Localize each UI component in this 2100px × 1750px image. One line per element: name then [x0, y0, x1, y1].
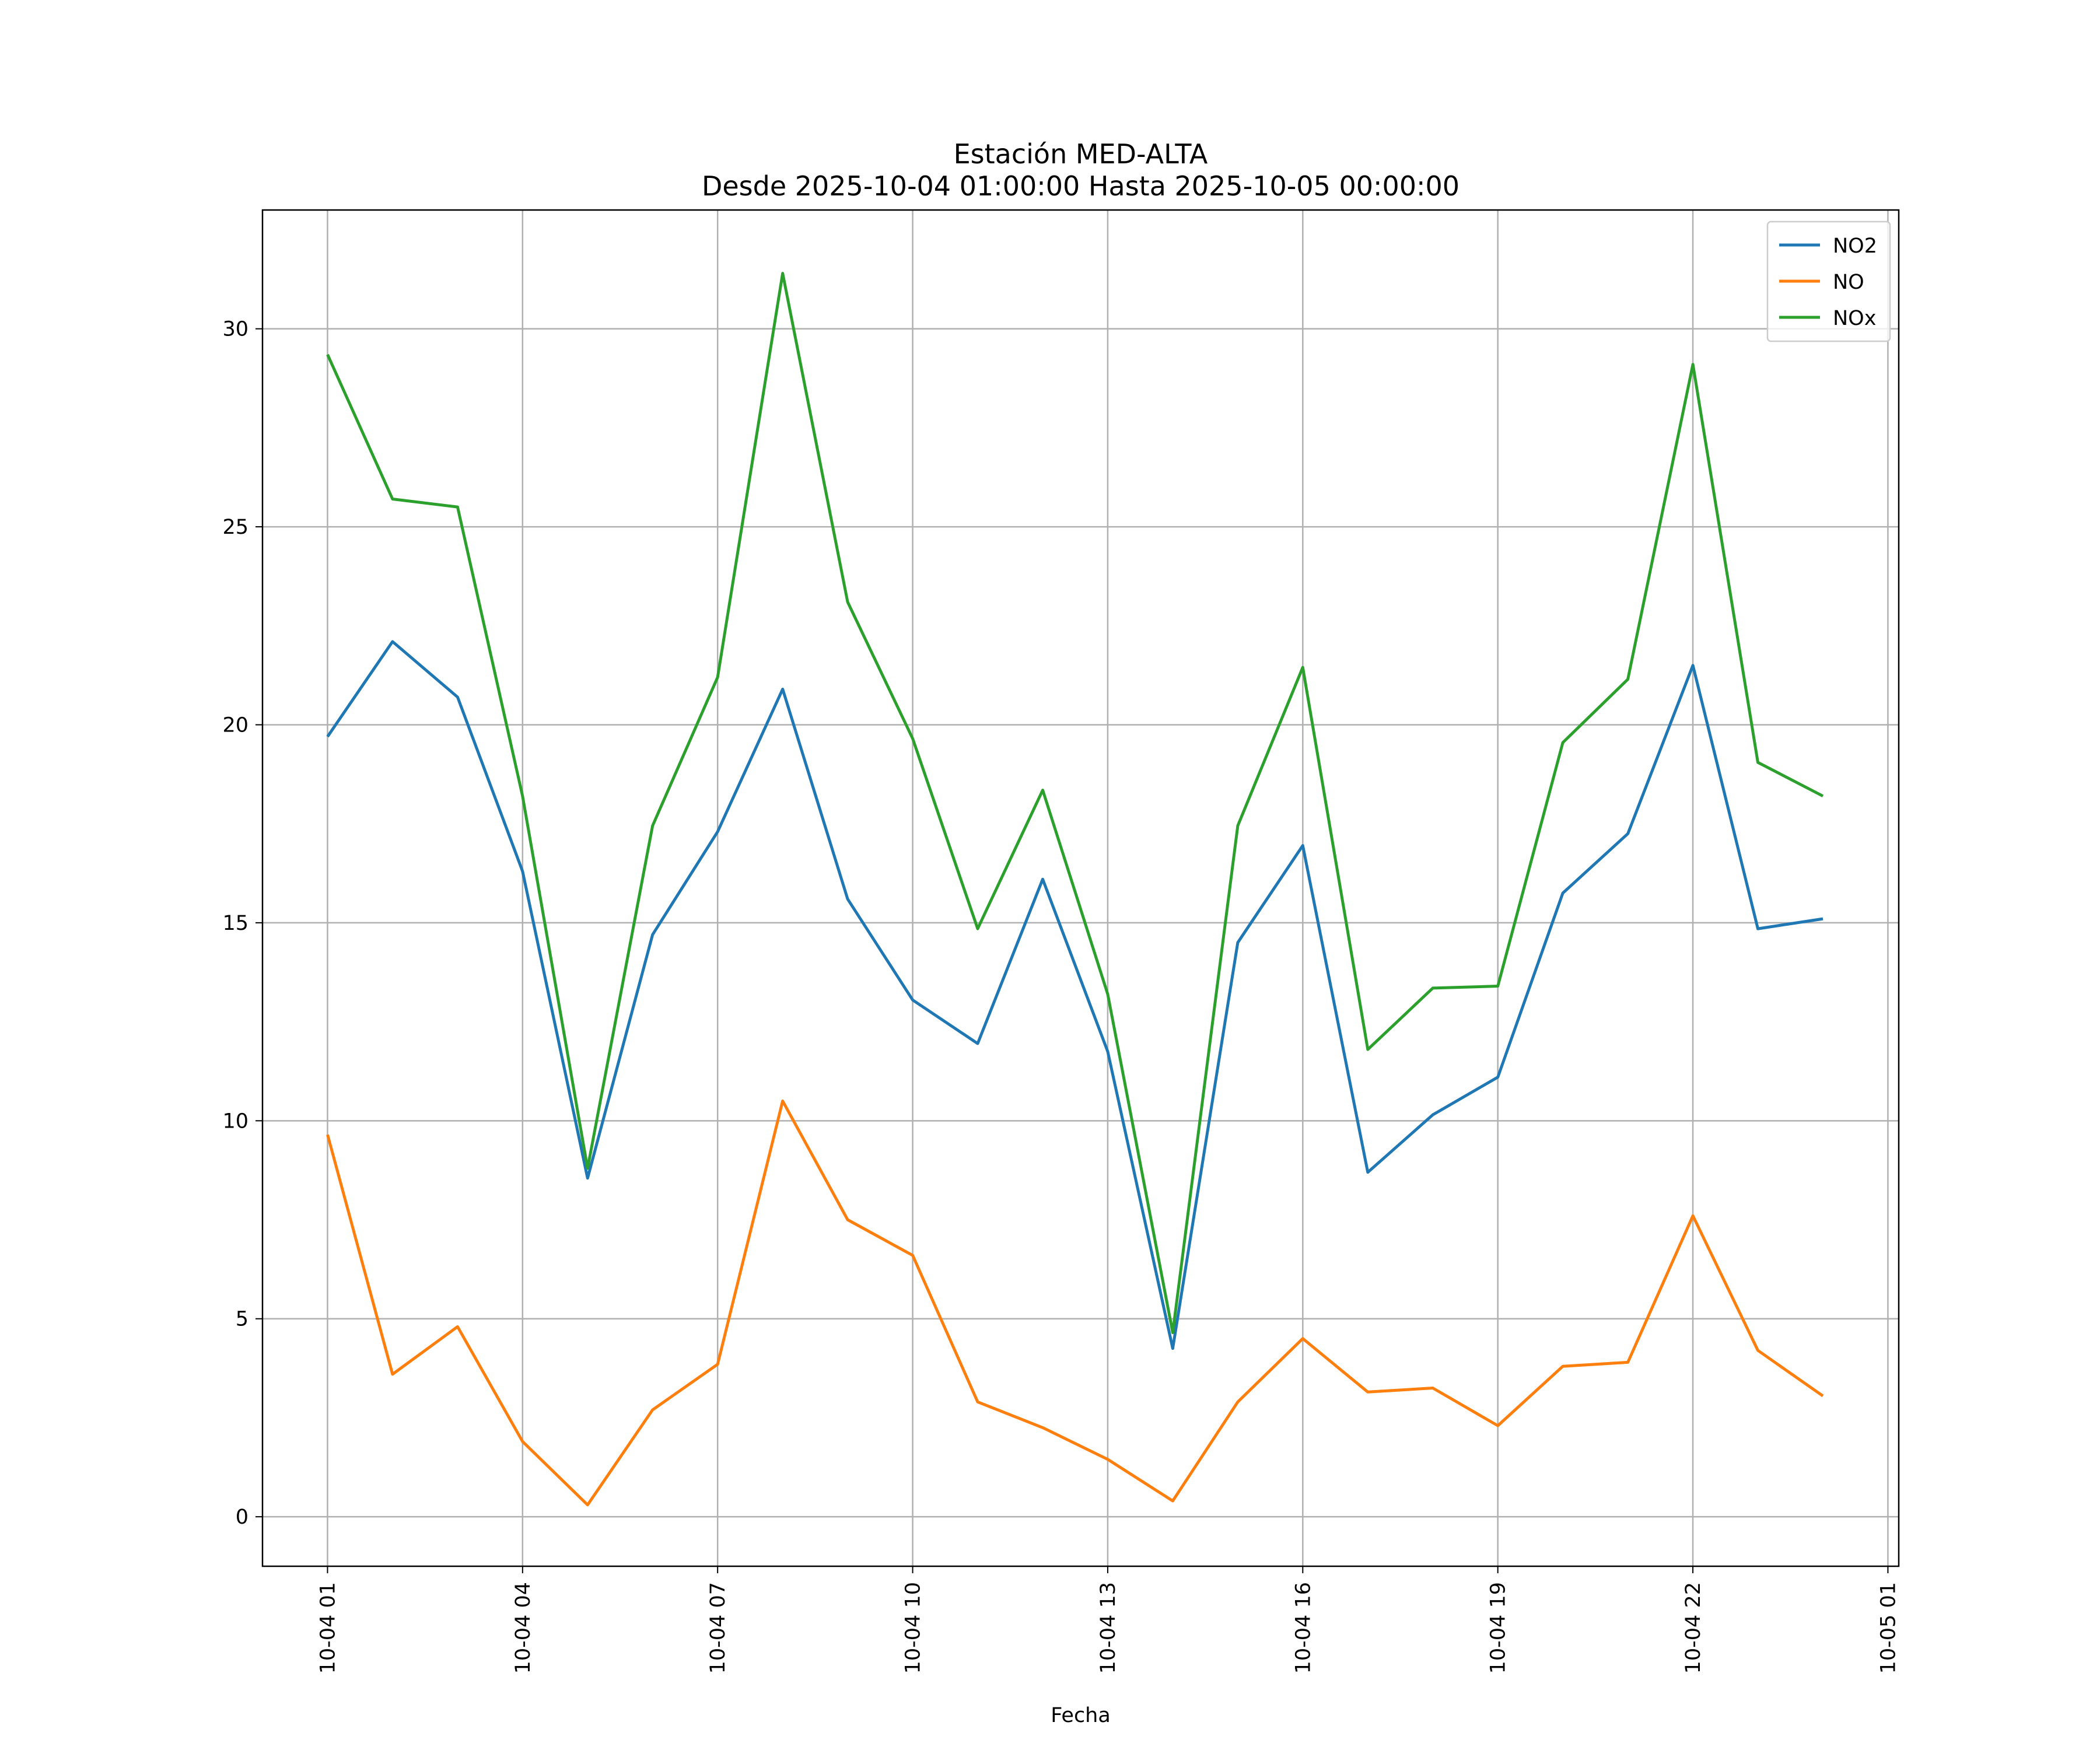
y-tick-label: 20	[222, 713, 249, 737]
x-tick-label: 10-04 19	[1487, 1582, 1510, 1674]
series-line-nox	[326, 272, 1824, 1334]
x-tick-label: 10-04 22	[1682, 1582, 1705, 1674]
series-line-no	[326, 1099, 1824, 1507]
x-axis-title: Fecha	[1051, 1704, 1111, 1727]
series-lines	[326, 272, 1824, 1507]
y-tick-label: 10	[222, 1110, 249, 1133]
x-tick-label: 10-05 01	[1877, 1582, 1900, 1674]
y-tick-label: 30	[222, 318, 249, 341]
y-tick-label: 25	[222, 516, 249, 539]
chart-subtitle: Desde 2025-10-04 01:00:00 Hasta 2025-10-…	[702, 170, 1460, 202]
x-tick-label: 10-04 01	[316, 1582, 340, 1674]
legend-box	[1766, 220, 1891, 342]
grid	[262, 210, 1899, 1566]
plot-frame	[261, 209, 1900, 1567]
x-tick-label: 10-04 07	[706, 1582, 730, 1674]
y-tick-label: 0	[236, 1506, 249, 1529]
legend-label: NOx	[1833, 307, 1876, 330]
y-tick-label: 5	[236, 1308, 249, 1331]
legend-label: NO2	[1833, 235, 1877, 258]
x-tick-label: 10-04 16	[1292, 1582, 1315, 1674]
y-tick-label: 15	[222, 912, 249, 935]
legend-label: NO	[1833, 271, 1864, 294]
x-tick-label: 10-04 04	[512, 1582, 535, 1674]
legend: NO2 NO NOx	[1766, 220, 1891, 342]
x-tick-label: 10-04 13	[1097, 1582, 1120, 1674]
chart-title: Estación MED-ALTA	[954, 138, 1208, 170]
axis-ticks: 10-04 01 10-04 04 10-04 07 10-04 10 10-04 13…	[222, 318, 1900, 1674]
x-tick-label: 10-04 10	[902, 1582, 925, 1674]
series-line-no2	[326, 640, 1824, 1350]
